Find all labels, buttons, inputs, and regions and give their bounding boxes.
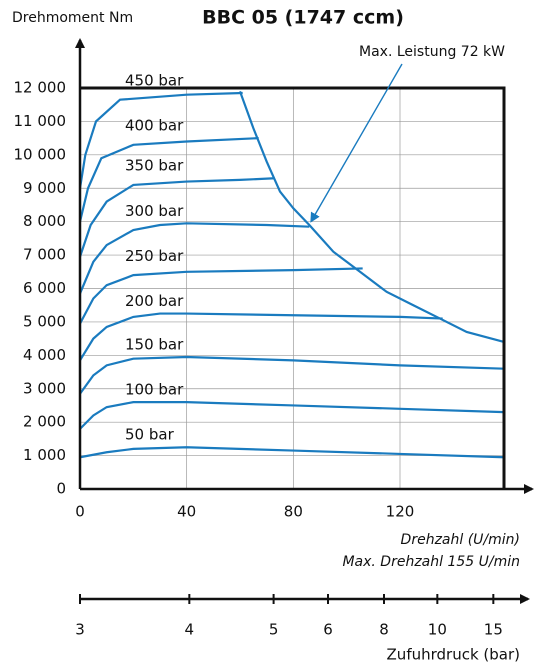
- x2-tick-label: 6: [323, 621, 333, 639]
- x2-tick-label: 15: [484, 621, 503, 639]
- y-tick-label: 7 000: [23, 246, 66, 264]
- series-line: [79, 401, 505, 430]
- series-line: [78, 91, 243, 189]
- series-line: [78, 137, 259, 222]
- subtitle: Max. Drehzahl 155 U/min: [342, 554, 520, 570]
- y-tick-label: 3 000: [23, 379, 66, 397]
- series-line: [79, 267, 363, 325]
- y-tick-label: 10 000: [14, 145, 67, 163]
- x2-axis-label: Zufuhrdruck (bar): [387, 646, 520, 664]
- series-label: 250 bar: [125, 247, 184, 265]
- series-label: 300 bar: [125, 202, 184, 220]
- x-tick-label: 80: [284, 503, 303, 521]
- plot: [78, 90, 505, 459]
- x-tick-label: 40: [177, 503, 196, 521]
- series-label: 450 bar: [125, 72, 184, 90]
- x-tick-label: 120: [386, 503, 415, 521]
- y-tick-label: 12 000: [14, 79, 67, 97]
- x2-tick-label: 8: [379, 621, 389, 639]
- x-tick-label: 0: [75, 503, 85, 521]
- x2-tick-label: 10: [428, 621, 447, 639]
- y-tick-label: 6 000: [23, 279, 66, 297]
- series-line: [79, 355, 505, 395]
- series-label: 100 bar: [125, 381, 184, 399]
- series-line: [78, 177, 275, 258]
- y-tick-label: 9 000: [23, 179, 66, 197]
- series-line: [238, 90, 505, 344]
- x2-tick-label: 4: [185, 621, 195, 639]
- y-tick-label: 8 000: [23, 212, 66, 230]
- y-axis-label: Drehmoment Nm: [12, 10, 133, 26]
- y-tick-label: 1 000: [23, 446, 66, 464]
- chart-title: BBC 05 (1747 ccm): [202, 7, 404, 29]
- series-label: 200 bar: [125, 292, 184, 310]
- y-tick-label: 4 000: [23, 346, 66, 364]
- x2-tick-label: 3: [75, 621, 85, 639]
- series-label: 150 bar: [125, 336, 184, 354]
- y-tick-label: 2 000: [23, 413, 66, 431]
- series-line: [78, 222, 310, 294]
- annotation-arrow: [310, 63, 403, 223]
- plot-frame: [80, 86, 506, 489]
- series-label: 400 bar: [125, 117, 184, 135]
- y-tick-label: 0: [56, 480, 66, 498]
- y-tick-label: 11 000: [14, 112, 67, 130]
- x2-tick-label: 5: [269, 621, 279, 639]
- series-line: [79, 446, 505, 459]
- series-label: 50 bar: [125, 426, 175, 444]
- annotation: Max. Leistung 72 kW: [359, 44, 505, 60]
- y-tick-label: 5 000: [23, 312, 66, 330]
- x-axis-label: Drehzahl (U/min): [401, 532, 520, 548]
- series-line: [79, 312, 443, 361]
- series-label: 350 bar: [125, 157, 184, 175]
